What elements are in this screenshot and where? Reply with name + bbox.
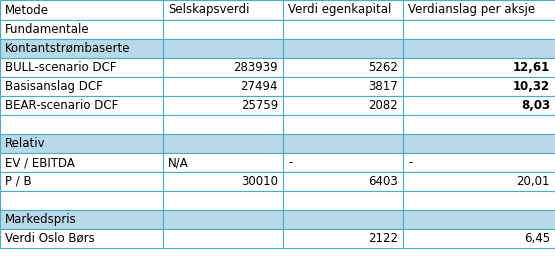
Text: 25759: 25759 <box>241 99 278 112</box>
Text: BEAR-scenario DCF: BEAR-scenario DCF <box>5 99 118 112</box>
Text: Markedspris: Markedspris <box>5 213 77 226</box>
Bar <box>403 115 555 134</box>
Bar <box>163 210 283 229</box>
Text: 8,03: 8,03 <box>521 99 550 112</box>
Bar <box>283 153 403 172</box>
Bar <box>163 115 283 134</box>
Text: BULL-scenario DCF: BULL-scenario DCF <box>5 61 117 74</box>
Bar <box>0 77 163 96</box>
Text: 283939: 283939 <box>233 61 278 74</box>
Bar <box>163 58 283 77</box>
Bar <box>403 58 555 77</box>
Bar <box>163 39 283 58</box>
Bar <box>0 191 163 210</box>
Text: 30010: 30010 <box>241 175 278 188</box>
Text: Selskapsverdi: Selskapsverdi <box>168 4 250 17</box>
Bar <box>163 0 283 20</box>
Text: N/A: N/A <box>168 156 189 169</box>
Bar <box>403 191 555 210</box>
Bar <box>283 20 403 39</box>
Text: 27494: 27494 <box>240 80 278 93</box>
Bar <box>403 96 555 115</box>
Bar <box>0 210 163 229</box>
Text: 12,61: 12,61 <box>513 61 550 74</box>
Text: Metode: Metode <box>5 4 49 17</box>
Bar <box>163 172 283 191</box>
Bar <box>0 172 163 191</box>
Bar <box>0 153 163 172</box>
Bar <box>403 0 555 20</box>
Bar <box>0 0 163 20</box>
Text: 6,45: 6,45 <box>524 232 550 245</box>
Text: Relativ: Relativ <box>5 137 46 150</box>
Bar <box>283 0 403 20</box>
Text: 6403: 6403 <box>369 175 398 188</box>
Text: 2082: 2082 <box>369 99 398 112</box>
Text: -: - <box>408 156 412 169</box>
Bar <box>403 77 555 96</box>
Text: Basisanslag DCF: Basisanslag DCF <box>5 80 103 93</box>
Bar <box>283 115 403 134</box>
Bar <box>403 39 555 58</box>
Text: Fundamentale: Fundamentale <box>5 23 89 36</box>
Bar <box>163 191 283 210</box>
Bar <box>283 172 403 191</box>
Text: 5262: 5262 <box>368 61 398 74</box>
Bar <box>163 134 283 153</box>
Bar <box>0 39 163 58</box>
Bar <box>283 229 403 248</box>
Bar <box>283 96 403 115</box>
Bar <box>163 20 283 39</box>
Bar <box>0 134 163 153</box>
Bar <box>403 210 555 229</box>
Text: Verdianslag per aksje: Verdianslag per aksje <box>408 4 535 17</box>
Text: Verdi Oslo Børs: Verdi Oslo Børs <box>5 232 95 245</box>
Bar <box>163 77 283 96</box>
Text: Kontantstrømbaserte: Kontantstrømbaserte <box>5 42 130 55</box>
Bar <box>0 115 163 134</box>
Bar <box>0 229 163 248</box>
Bar <box>403 134 555 153</box>
Bar <box>283 39 403 58</box>
Bar <box>283 210 403 229</box>
Text: Verdi egenkapital: Verdi egenkapital <box>288 4 391 17</box>
Bar <box>163 229 283 248</box>
Bar <box>403 153 555 172</box>
Bar <box>403 229 555 248</box>
Bar <box>0 96 163 115</box>
Bar <box>283 191 403 210</box>
Text: 3817: 3817 <box>369 80 398 93</box>
Bar <box>0 58 163 77</box>
Text: 10,32: 10,32 <box>513 80 550 93</box>
Bar <box>403 172 555 191</box>
Text: 2122: 2122 <box>368 232 398 245</box>
Bar <box>283 58 403 77</box>
Bar <box>283 77 403 96</box>
Bar <box>163 96 283 115</box>
Bar <box>403 20 555 39</box>
Text: 20,01: 20,01 <box>517 175 550 188</box>
Bar <box>163 153 283 172</box>
Text: -: - <box>288 156 292 169</box>
Bar <box>0 20 163 39</box>
Text: P / B: P / B <box>5 175 32 188</box>
Bar <box>283 134 403 153</box>
Text: EV / EBITDA: EV / EBITDA <box>5 156 75 169</box>
